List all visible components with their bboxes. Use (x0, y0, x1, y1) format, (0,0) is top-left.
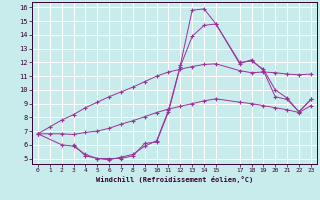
X-axis label: Windchill (Refroidissement éolien,°C): Windchill (Refroidissement éolien,°C) (96, 176, 253, 183)
